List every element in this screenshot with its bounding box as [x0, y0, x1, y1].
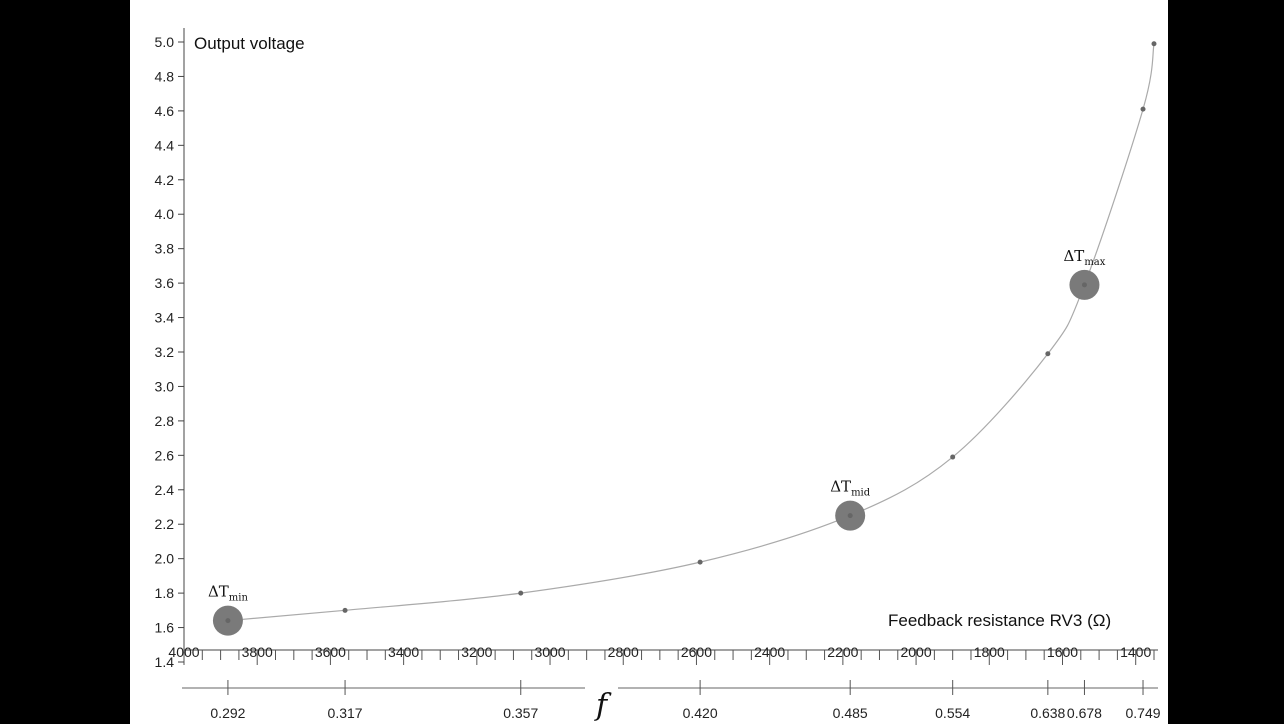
data-point — [847, 513, 853, 519]
f-tick-label: 0.357 — [503, 705, 538, 721]
x-tick-label: 2400 — [754, 644, 785, 660]
voltage-chart: 1.4 1.6 1.8 2.0 2.2 2.4 2.6 2.8 3.0 3.2 3.4 3.6 3.8 4… — [155, 28, 1161, 723]
y-tick-label: 1.8 — [155, 585, 175, 601]
y-tick-label: 2.0 — [155, 551, 175, 567]
y-tick-label: 1.4 — [155, 654, 175, 670]
y-tick-label: 4.8 — [155, 68, 175, 84]
data-point — [518, 590, 524, 596]
y-tick-label: 5.0 — [155, 34, 175, 50]
x-tick-label: 3600 — [315, 644, 346, 660]
annotation-subscript: max — [1084, 257, 1105, 268]
y-tick-label: 3.8 — [155, 241, 175, 257]
x-tick-label: 2000 — [900, 644, 931, 660]
f-tick-label: 0.485 — [833, 705, 868, 721]
y-tick-label: 4.0 — [155, 206, 175, 222]
annotation-label: ΔTmid — [830, 478, 871, 499]
x-tick-label: 1600 — [1047, 644, 1078, 660]
y-tick-label: 3.6 — [155, 275, 175, 291]
x-tick-label: 3400 — [388, 644, 419, 660]
x-tick-label: 3000 — [534, 644, 565, 660]
x-tick-label: 3200 — [461, 644, 492, 660]
annotation-main: ΔT — [830, 478, 851, 496]
data-point — [1140, 106, 1146, 112]
x-tick-label: 2600 — [681, 644, 712, 660]
annotation-main: ΔT — [208, 583, 229, 601]
fit-curve-path — [227, 43, 1155, 622]
y-tick-label: 3.0 — [155, 378, 175, 394]
x-tick-label: 4000 — [168, 644, 199, 660]
y-tick-label: 1.6 — [155, 620, 175, 636]
data-point — [950, 454, 956, 460]
annotation-subscript: mid — [851, 488, 871, 499]
data-point — [342, 607, 348, 613]
annotation-subscript: min — [229, 593, 249, 604]
y-tick-label: 2.4 — [155, 482, 175, 498]
data-point — [1151, 41, 1157, 47]
data-point — [225, 618, 231, 624]
x-axis: 4000 3800 3600 3400 3200 3000 2800 2600 2400 2200… — [168, 644, 1158, 665]
x-axis-title: Feedback resistance RV3 (Ω) — [888, 611, 1111, 630]
y-axis-title: Output voltage — [194, 34, 305, 53]
f-tick-label: 0.678 — [1067, 705, 1102, 721]
y-tick-label: 4.2 — [155, 172, 175, 188]
x-tick-label: 2200 — [827, 644, 858, 660]
y-tick-label: 2.8 — [155, 413, 175, 429]
y-tick-label: 4.4 — [155, 137, 175, 153]
f-tick-label: 0.317 — [328, 705, 363, 721]
x-tick-label: 1400 — [1120, 644, 1151, 660]
f-tick-label: 0.554 — [935, 705, 970, 721]
y-tick-label: 3.4 — [155, 310, 175, 326]
y-axis: 1.4 1.6 1.8 2.0 2.2 2.4 2.6 2.8 3.0 3.2 3.4 3.6 3.8 4… — [155, 28, 185, 670]
chart-panel: 1.4 1.6 1.8 2.0 2.2 2.4 2.6 2.8 3.0 3.2 3.4 3.6 3.8 4… — [130, 0, 1168, 724]
f-tick-label: 0.292 — [210, 705, 245, 721]
data-points — [212, 41, 1157, 636]
f-tick-label: 0.749 — [1125, 705, 1160, 721]
y-tick-label: 4.6 — [155, 103, 175, 119]
data-point — [1045, 351, 1051, 357]
f-tick-label: 0.420 — [683, 705, 718, 721]
annotation-main: ΔT — [1063, 247, 1084, 265]
data-point — [697, 559, 703, 565]
y-tick-label: 2.6 — [155, 447, 175, 463]
x-tick-label: 3800 — [242, 644, 273, 660]
x-tick-label: 1800 — [974, 644, 1005, 660]
f-tick-label: 0.638 — [1030, 705, 1065, 721]
fit-curve — [227, 43, 1155, 622]
f-axis: 0.292 0.317 0.357 0.420 0.485 0.554 0.638 0.678… — [182, 680, 1161, 721]
y-tick-label: 2.2 — [155, 516, 175, 532]
annotation-label: ΔTmin — [208, 583, 249, 604]
y-tick-label: 3.2 — [155, 344, 175, 360]
data-point — [1081, 282, 1087, 288]
annotation-label: ΔTmax — [1063, 247, 1105, 268]
f-axis-symbol: f — [594, 688, 612, 723]
x-tick-label: 2800 — [608, 644, 639, 660]
